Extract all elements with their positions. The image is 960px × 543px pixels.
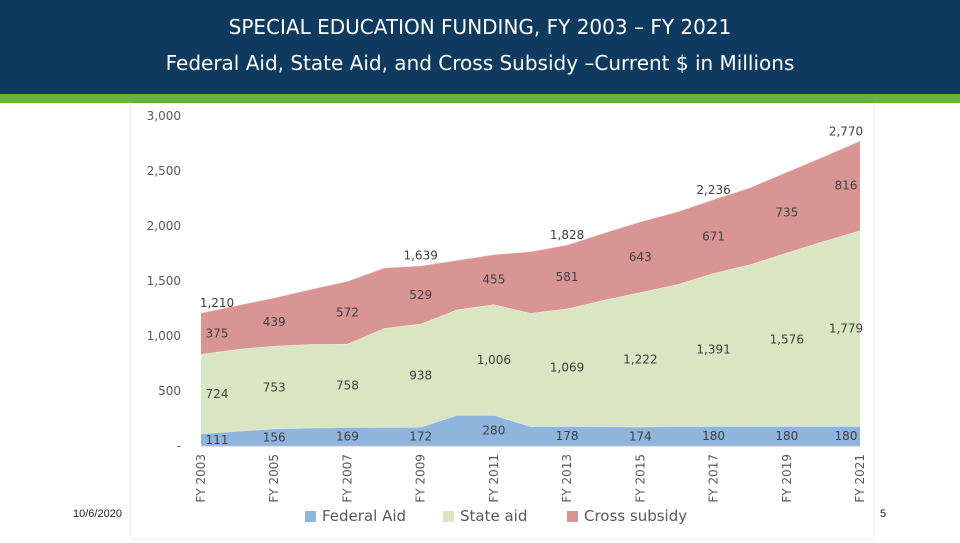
area-series-federal-aid — [201, 415, 860, 446]
data-label-cross: 439 — [263, 315, 286, 329]
data-label-federal: 178 — [556, 429, 579, 443]
x-tick-label: FY 2015 — [633, 454, 647, 503]
accent-stripe — [0, 94, 960, 103]
data-label-federal: 280 — [482, 424, 505, 438]
legend-swatch-state-aid — [443, 511, 454, 522]
x-tick-label: FY 2003 — [194, 454, 208, 503]
data-label-total: 2,770 — [829, 124, 863, 138]
data-label-state: 724 — [206, 387, 229, 401]
data-label-state: 1,069 — [550, 361, 584, 375]
x-tick-label: FY 2019 — [780, 454, 794, 503]
data-label-state: 1,222 — [623, 353, 657, 367]
area-series-state-aid — [201, 230, 860, 434]
data-label-federal: 180 — [702, 429, 725, 443]
data-label-federal: 156 — [263, 430, 286, 444]
slide-subtitle: Federal Aid, State Aid, and Cross Subsid… — [165, 51, 795, 75]
legend-swatch-federal-aid — [305, 511, 316, 522]
y-tick-label: 2,500 — [147, 164, 181, 178]
x-tick-label: FY 2005 — [267, 454, 281, 503]
data-label-cross: 455 — [482, 273, 505, 287]
data-label-cross: 643 — [629, 250, 652, 264]
legend-swatch-cross-subsidy — [567, 511, 578, 522]
title-bar: SPECIAL EDUCATION FUNDING, FY 2003 – FY … — [0, 0, 960, 94]
data-label-cross: 529 — [409, 288, 432, 302]
data-label-cross: 735 — [775, 205, 798, 219]
y-tick-label: 1,500 — [147, 274, 181, 288]
x-tick-label: FY 2017 — [707, 454, 721, 503]
data-label-total: 1,828 — [550, 228, 584, 242]
data-label-state: 1,779 — [829, 321, 863, 335]
data-label-state: 758 — [336, 379, 359, 393]
slide-title: SPECIAL EDUCATION FUNDING, FY 2003 – FY … — [228, 15, 732, 39]
data-label-federal: 172 — [409, 430, 432, 444]
y-tick-label: - — [177, 439, 181, 453]
legend-label: Cross subsidy — [584, 507, 687, 525]
x-tick-label: FY 2009 — [414, 454, 428, 503]
x-tick-label: FY 2007 — [340, 454, 354, 503]
data-label-state: 938 — [409, 368, 432, 382]
data-label-cross: 375 — [206, 327, 229, 341]
data-label-total: 1,639 — [403, 249, 437, 263]
data-label-total: 2,236 — [696, 183, 730, 197]
data-label-federal: 180 — [775, 429, 798, 443]
data-label-cross: 572 — [336, 306, 359, 320]
stacked-area-chart: 3,000 2,500 2,000 1,500 1,000 500 -FY 2003 FY 2… — [147, 109, 867, 525]
data-label-federal: 180 — [835, 429, 858, 443]
area-series-cross-subsidy — [201, 140, 860, 355]
data-label-federal: 174 — [629, 429, 652, 443]
slide-date: 10/6/2020 — [73, 508, 122, 520]
y-tick-label: 2,000 — [147, 219, 181, 233]
y-tick-label: 3,000 — [147, 109, 181, 123]
data-label-state: 1,391 — [696, 343, 730, 357]
area-edge-2 — [200, 140, 861, 314]
data-label-state: 1,576 — [770, 333, 804, 347]
y-tick-label: 500 — [158, 384, 181, 398]
chart-panel: 3,000 2,500 2,000 1,500 1,000 500 - FY 2003 FY 2… — [131, 103, 873, 538]
legend-label: State aid — [460, 507, 527, 525]
data-label-state: 1,006 — [477, 353, 511, 367]
x-tick-label: FY 2021 — [853, 454, 867, 503]
page-number: 5 — [880, 508, 887, 520]
data-label-cross: 816 — [835, 179, 858, 193]
data-label-federal: 111 — [206, 433, 229, 447]
data-label-cross: 671 — [702, 229, 725, 243]
x-tick-label: FY 2011 — [487, 454, 501, 503]
data-label-cross: 581 — [556, 270, 579, 284]
x-tick-label: FY 2013 — [560, 454, 574, 503]
data-label-total: 1,210 — [200, 296, 234, 310]
data-label-federal: 169 — [336, 430, 359, 444]
data-label-state: 753 — [263, 380, 286, 394]
y-tick-label: 1,000 — [147, 329, 181, 343]
legend-label: Federal Aid — [322, 507, 406, 525]
